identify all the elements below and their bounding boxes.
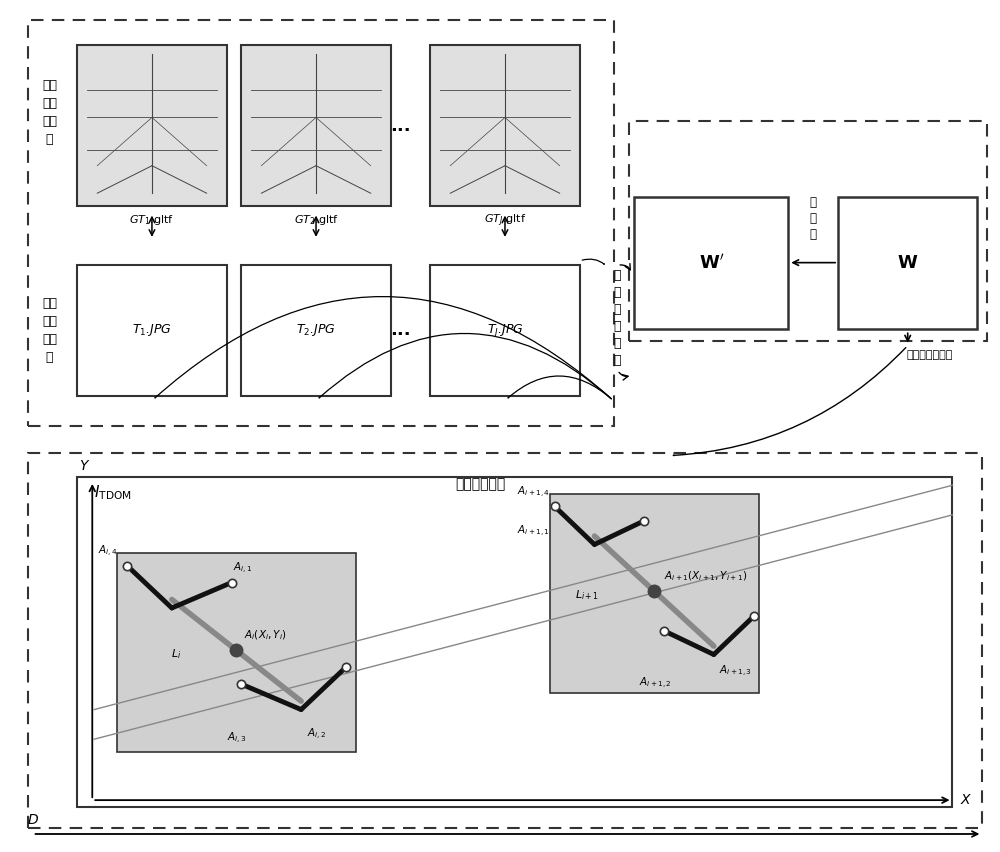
FancyArrowPatch shape	[319, 333, 611, 399]
Bar	[550, 493, 759, 693]
Bar	[77, 477, 952, 807]
Text: $A_{i,1}$: $A_{i,1}$	[233, 561, 253, 576]
Text: 相
关
系
数
计
算: 相 关 系 数 计 算	[614, 268, 621, 366]
FancyArrowPatch shape	[508, 376, 611, 399]
Text: $T_2$.JPG: $T_2$.JPG	[296, 322, 336, 338]
Bar	[430, 265, 580, 396]
Bar	[77, 45, 227, 206]
Bar	[629, 121, 987, 342]
Bar	[28, 20, 614, 426]
Text: $L_{i+1}$: $L_{i+1}$	[575, 589, 599, 602]
Text: $A_{i+1,4}$: $A_{i+1,4}$	[517, 485, 550, 499]
Text: $A_{i,2}$: $A_{i,2}$	[307, 727, 326, 741]
Text: $X$: $X$	[960, 793, 973, 807]
Text: $T_J$.JPG: $T_J$.JPG	[487, 322, 523, 339]
Bar	[838, 198, 977, 329]
Bar	[241, 265, 391, 396]
Bar	[241, 45, 391, 206]
Bar	[77, 265, 227, 396]
Bar	[28, 453, 982, 828]
Text: $A_{i+1,2}$: $A_{i+1,2}$	[639, 676, 672, 691]
Text: $A_{i+1}(X_{i+1}, Y_{i+1})$: $A_{i+1}(X_{i+1}, Y_{i+1})$	[664, 569, 747, 583]
Text: $A_{i+1,3}$: $A_{i+1,3}$	[719, 664, 752, 679]
Text: $GT_2$.gltf: $GT_2$.gltf	[294, 213, 338, 227]
Text: $A_{i,4}$: $A_{i,4}$	[98, 544, 117, 559]
Text: $\mathbf{W}$: $\mathbf{W}$	[897, 254, 918, 272]
Text: 重
采
样: 重 采 样	[810, 197, 817, 241]
Bar	[430, 45, 580, 206]
Text: $GT_1$.gltf: $GT_1$.gltf	[129, 213, 174, 227]
Text: 杆塔识别结果: 杆塔识别结果	[455, 477, 505, 491]
FancyArrowPatch shape	[582, 259, 604, 264]
Text: $\mathbf{W'}$: $\mathbf{W'}$	[699, 253, 724, 272]
Text: ...: ...	[390, 117, 411, 135]
Text: $D$: $D$	[27, 813, 39, 826]
Text: $L_i$: $L_i$	[171, 648, 182, 661]
Text: ...: ...	[390, 321, 411, 339]
Text: $T_1$.JPG: $T_1$.JPG	[132, 322, 172, 338]
Text: $\mathit{I}_{\mathrm{TDOM}}$: $\mathit{I}_{\mathrm{TDOM}}$	[94, 484, 132, 503]
Text: 杆塔
三维
模型
库: 杆塔 三维 模型 库	[42, 79, 57, 147]
Bar	[634, 198, 788, 329]
FancyArrowPatch shape	[673, 348, 906, 456]
Bar	[117, 553, 356, 751]
Text: $Y$: $Y$	[79, 458, 90, 473]
Text: 杆塔
模板
影像
库: 杆塔 模板 影像 库	[42, 296, 57, 364]
Text: $GT_J$.gltf: $GT_J$.gltf	[484, 213, 526, 229]
Text: $A_i(X_i, Y_i)$: $A_i(X_i, Y_i)$	[244, 628, 287, 642]
Text: $A_{i+1,1}$: $A_{i+1,1}$	[517, 524, 550, 539]
Text: 待匹配影像窗口: 待匹配影像窗口	[906, 350, 952, 360]
FancyArrowPatch shape	[155, 296, 611, 399]
Text: $A_{i,3}$: $A_{i,3}$	[227, 731, 246, 746]
